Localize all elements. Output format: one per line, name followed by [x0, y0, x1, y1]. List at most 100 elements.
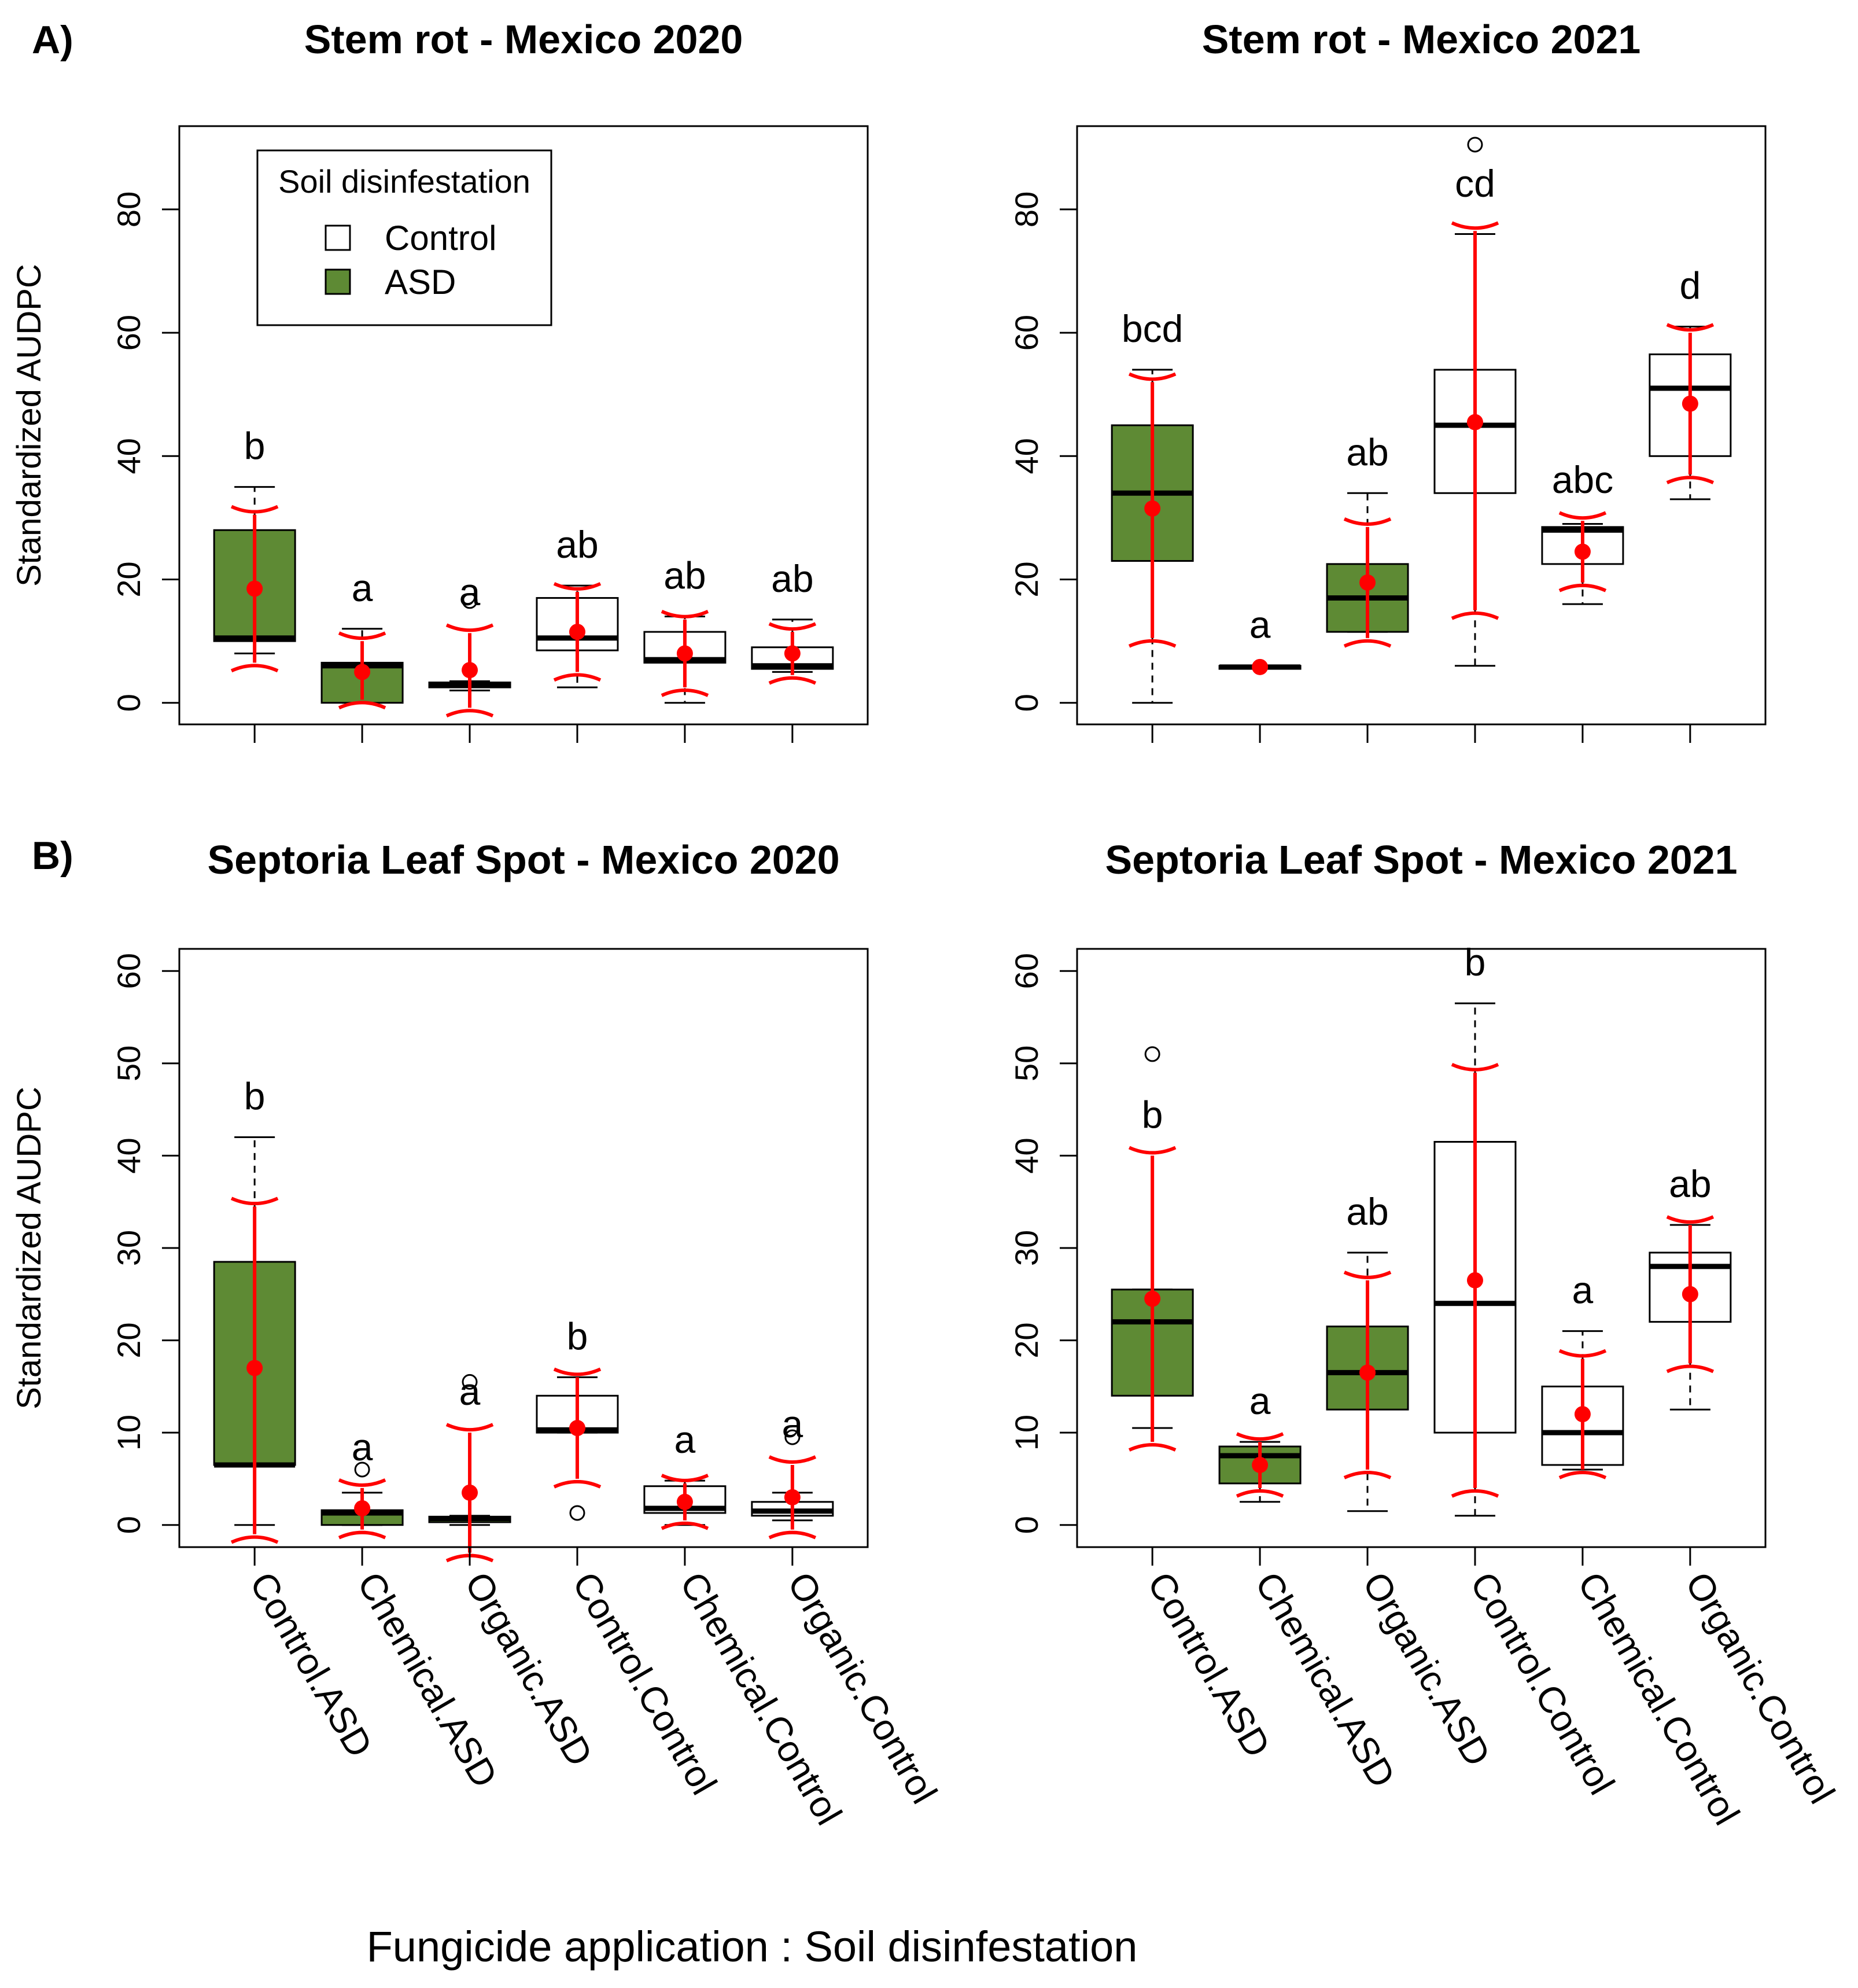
box-chemical-asd: a	[1218, 1379, 1302, 1503]
legend-label-control: Control	[385, 219, 496, 257]
chart-panel-4: Septoria Leaf Spot - Mexico 2021 0 10 20 30 4…	[1008, 837, 1843, 1832]
significance-letter: b	[244, 425, 266, 467]
y-tick-label: 0	[110, 1516, 147, 1534]
outlier-point	[462, 593, 478, 609]
ci-lower-cap	[338, 701, 386, 710]
significance-letter: ab	[663, 554, 706, 597]
y-tick-label: 80	[110, 192, 147, 227]
y-tick-label: 30	[1008, 1230, 1045, 1266]
ci-upper-cap	[338, 1478, 386, 1487]
chart-title: Septoria Leaf Spot - Mexico 2021	[1105, 837, 1737, 882]
significance-letter: b	[1142, 1093, 1163, 1136]
ci-lower-cap	[768, 1530, 817, 1540]
ci-upper-cap	[230, 1197, 279, 1206]
legend-title: Soil disinfestation	[278, 163, 530, 200]
chart-title: Stem rot - Mexico 2020	[304, 17, 743, 62]
significance-letter: a	[352, 566, 373, 609]
y-tick-label: 60	[110, 315, 147, 351]
chart-panel-3: Septoria Leaf Spot - Mexico 2020 Standard…	[10, 837, 945, 1832]
panel-label-b: B)	[32, 834, 73, 878]
ci-upper-cap	[553, 1367, 602, 1376]
chart-title: Stem rot - Mexico 2021	[1202, 17, 1641, 62]
ci-lower-cap	[1558, 1470, 1607, 1479]
ci-lower-cap	[1451, 1489, 1499, 1498]
y-tick-label: 40	[110, 1137, 147, 1173]
y-tick-label: 10	[1008, 1415, 1045, 1450]
mean-point	[569, 624, 585, 640]
chart-panel-1: Stem rot - Mexico 2020 Standardized AUDPC…	[10, 17, 869, 743]
mean-point	[784, 645, 801, 662]
significance-letter: abc	[1552, 458, 1613, 501]
significance-letter: cd	[1455, 162, 1495, 205]
mean-point	[1466, 1272, 1483, 1288]
mean-point	[569, 1420, 585, 1437]
significance-letter: ab	[771, 557, 813, 600]
y-tick-label: 20	[110, 561, 147, 597]
box-organic-asd: ab	[1326, 1190, 1409, 1512]
significance-letter: ab	[556, 523, 598, 566]
chart-panel-2: Stem rot - Mexico 2021020406080bcdaabcda…	[1008, 17, 1767, 743]
mean-point	[1144, 1290, 1161, 1307]
significance-letter: ab	[1346, 1190, 1388, 1233]
y-tick-label: 10	[110, 1415, 147, 1450]
ci-lower-cap	[1128, 639, 1177, 648]
ci-lower-cap	[1451, 611, 1499, 620]
y-tick-label: 60	[1008, 315, 1045, 351]
ci-upper-cap	[661, 1474, 709, 1482]
significance-letter: a	[674, 1418, 696, 1461]
ci-lower-cap	[1128, 1443, 1177, 1452]
ci-upper-cap	[553, 582, 602, 591]
significance-letter: a	[459, 1370, 481, 1413]
significance-letter: a	[1249, 1379, 1271, 1422]
ci-lower-cap	[1343, 639, 1392, 648]
outlier-point	[784, 1429, 801, 1445]
box-chemical-asd: a	[320, 566, 404, 710]
legend: Soil disinfestation Control ASD	[256, 149, 552, 326]
significance-letter: a	[352, 1426, 373, 1468]
significance-letter: a	[1572, 1269, 1594, 1312]
ci-lower-cap	[1558, 583, 1607, 592]
box-chemical-control: abc	[1541, 458, 1624, 605]
outlier-point	[354, 1461, 370, 1478]
outlier-point	[569, 1505, 585, 1521]
box-control-control: b	[1433, 941, 1517, 1517]
box-organic-control: d	[1649, 264, 1732, 500]
ci-upper-cap	[230, 505, 279, 514]
significance-letter: ab	[1669, 1162, 1711, 1205]
box-organic-asd: a	[428, 1370, 511, 1563]
ci-lower-cap	[1236, 1489, 1284, 1498]
ci-lower-cap	[230, 1535, 279, 1544]
ci-upper-cap	[1451, 221, 1499, 230]
box-control-asd: b	[1111, 1046, 1194, 1452]
plot-frame	[1076, 948, 1767, 1548]
box-control-asd: b	[213, 1075, 296, 1544]
mean-point	[1466, 414, 1483, 430]
y-tick-label: 0	[110, 694, 147, 712]
ci-upper-cap	[768, 1455, 817, 1464]
y-tick-label: 40	[110, 438, 147, 474]
box-control-asd: bcd	[1111, 307, 1194, 704]
mean-point	[246, 580, 263, 597]
ci-upper-cap	[1558, 1349, 1607, 1358]
mean-point	[1252, 1456, 1269, 1473]
figure-xlabel: Fungicide application : Soil disinfestat…	[367, 1923, 1138, 1971]
ci-upper-cap	[1451, 1063, 1499, 1072]
box-control-control: cd	[1433, 137, 1517, 667]
ci-lower-cap	[553, 673, 602, 682]
y-tick-label: 20	[1008, 1322, 1045, 1358]
ci-lower-cap	[1666, 1364, 1715, 1374]
box-organic-asd: ab	[1326, 430, 1409, 648]
y-tick-label: 0	[1008, 694, 1045, 712]
ci-lower-cap	[661, 689, 709, 697]
legend-swatch-control	[325, 224, 351, 251]
ci-upper-cap	[768, 622, 817, 631]
ci-upper-cap	[1128, 1146, 1177, 1155]
outlier-point	[1144, 1046, 1160, 1062]
y-tick-label: 60	[110, 953, 147, 989]
mean-point	[462, 662, 478, 679]
box-chemical-control: a	[1541, 1269, 1624, 1479]
mean-point	[462, 1484, 478, 1501]
y-tick-label: 50	[110, 1045, 147, 1081]
significance-letter: a	[459, 570, 481, 613]
ci-upper-cap	[1236, 1432, 1284, 1441]
